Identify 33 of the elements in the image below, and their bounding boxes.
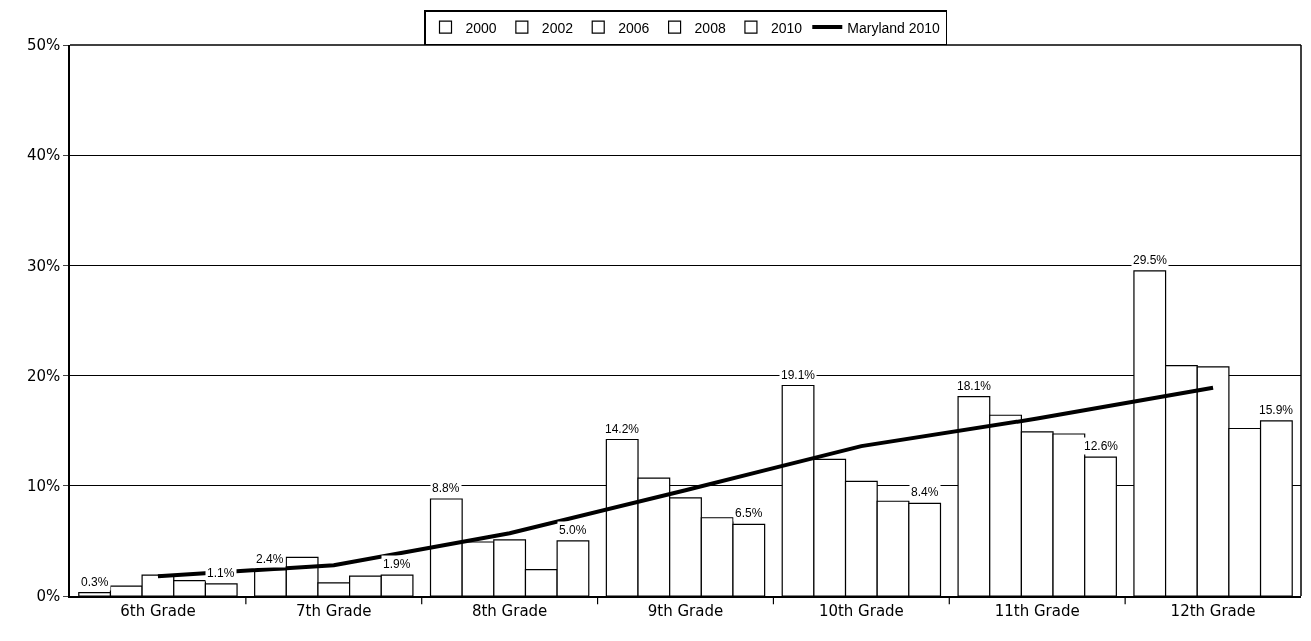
y-tick-label: 50%: [26, 36, 61, 55]
x-tick-label: 9th Grade: [647, 601, 724, 620]
legend-label: 2010: [770, 19, 803, 36]
x-tick-label: 10th Grade: [818, 601, 904, 620]
x-tick-label: 8th Grade: [471, 601, 548, 620]
data-label: 0.3%: [81, 575, 109, 589]
data-label: 18.1%: [957, 379, 992, 393]
y-tick-label: 40%: [26, 146, 61, 165]
data-label: 12.6%: [1084, 439, 1119, 453]
y-tick-label: 10%: [26, 477, 61, 496]
data-label: 1.1%: [207, 566, 235, 580]
y-tick-label: 30%: [26, 256, 61, 275]
legend-label: 2008: [694, 19, 726, 36]
data-label: 8.8%: [432, 481, 460, 495]
data-label: 29.5%: [1133, 253, 1168, 267]
y-tick-label: 20%: [26, 366, 61, 385]
data-label: 15.9%: [1259, 403, 1294, 417]
legend-label: 2006: [618, 19, 650, 36]
x-tick-label: 11th Grade: [994, 601, 1080, 620]
data-label: 5.0%: [559, 523, 587, 537]
x-tick-label: 7th Grade: [296, 601, 372, 620]
legend-label: 2000: [465, 19, 497, 36]
x-tick-label: 6th Grade: [120, 601, 196, 620]
data-label: 6.5%: [735, 506, 763, 520]
data-label: 1.9%: [383, 557, 411, 571]
legend-label: 2002: [541, 19, 574, 36]
data-label: 19.1%: [781, 368, 816, 382]
x-tick-label: 12th Grade: [1170, 601, 1256, 620]
data-label: 2.4%: [256, 552, 284, 566]
data-label: 14.2%: [605, 422, 640, 436]
y-tick-label: 0%: [36, 587, 61, 606]
legend-label: Maryland 2010: [847, 19, 941, 36]
data-label: 8.4%: [911, 485, 939, 499]
